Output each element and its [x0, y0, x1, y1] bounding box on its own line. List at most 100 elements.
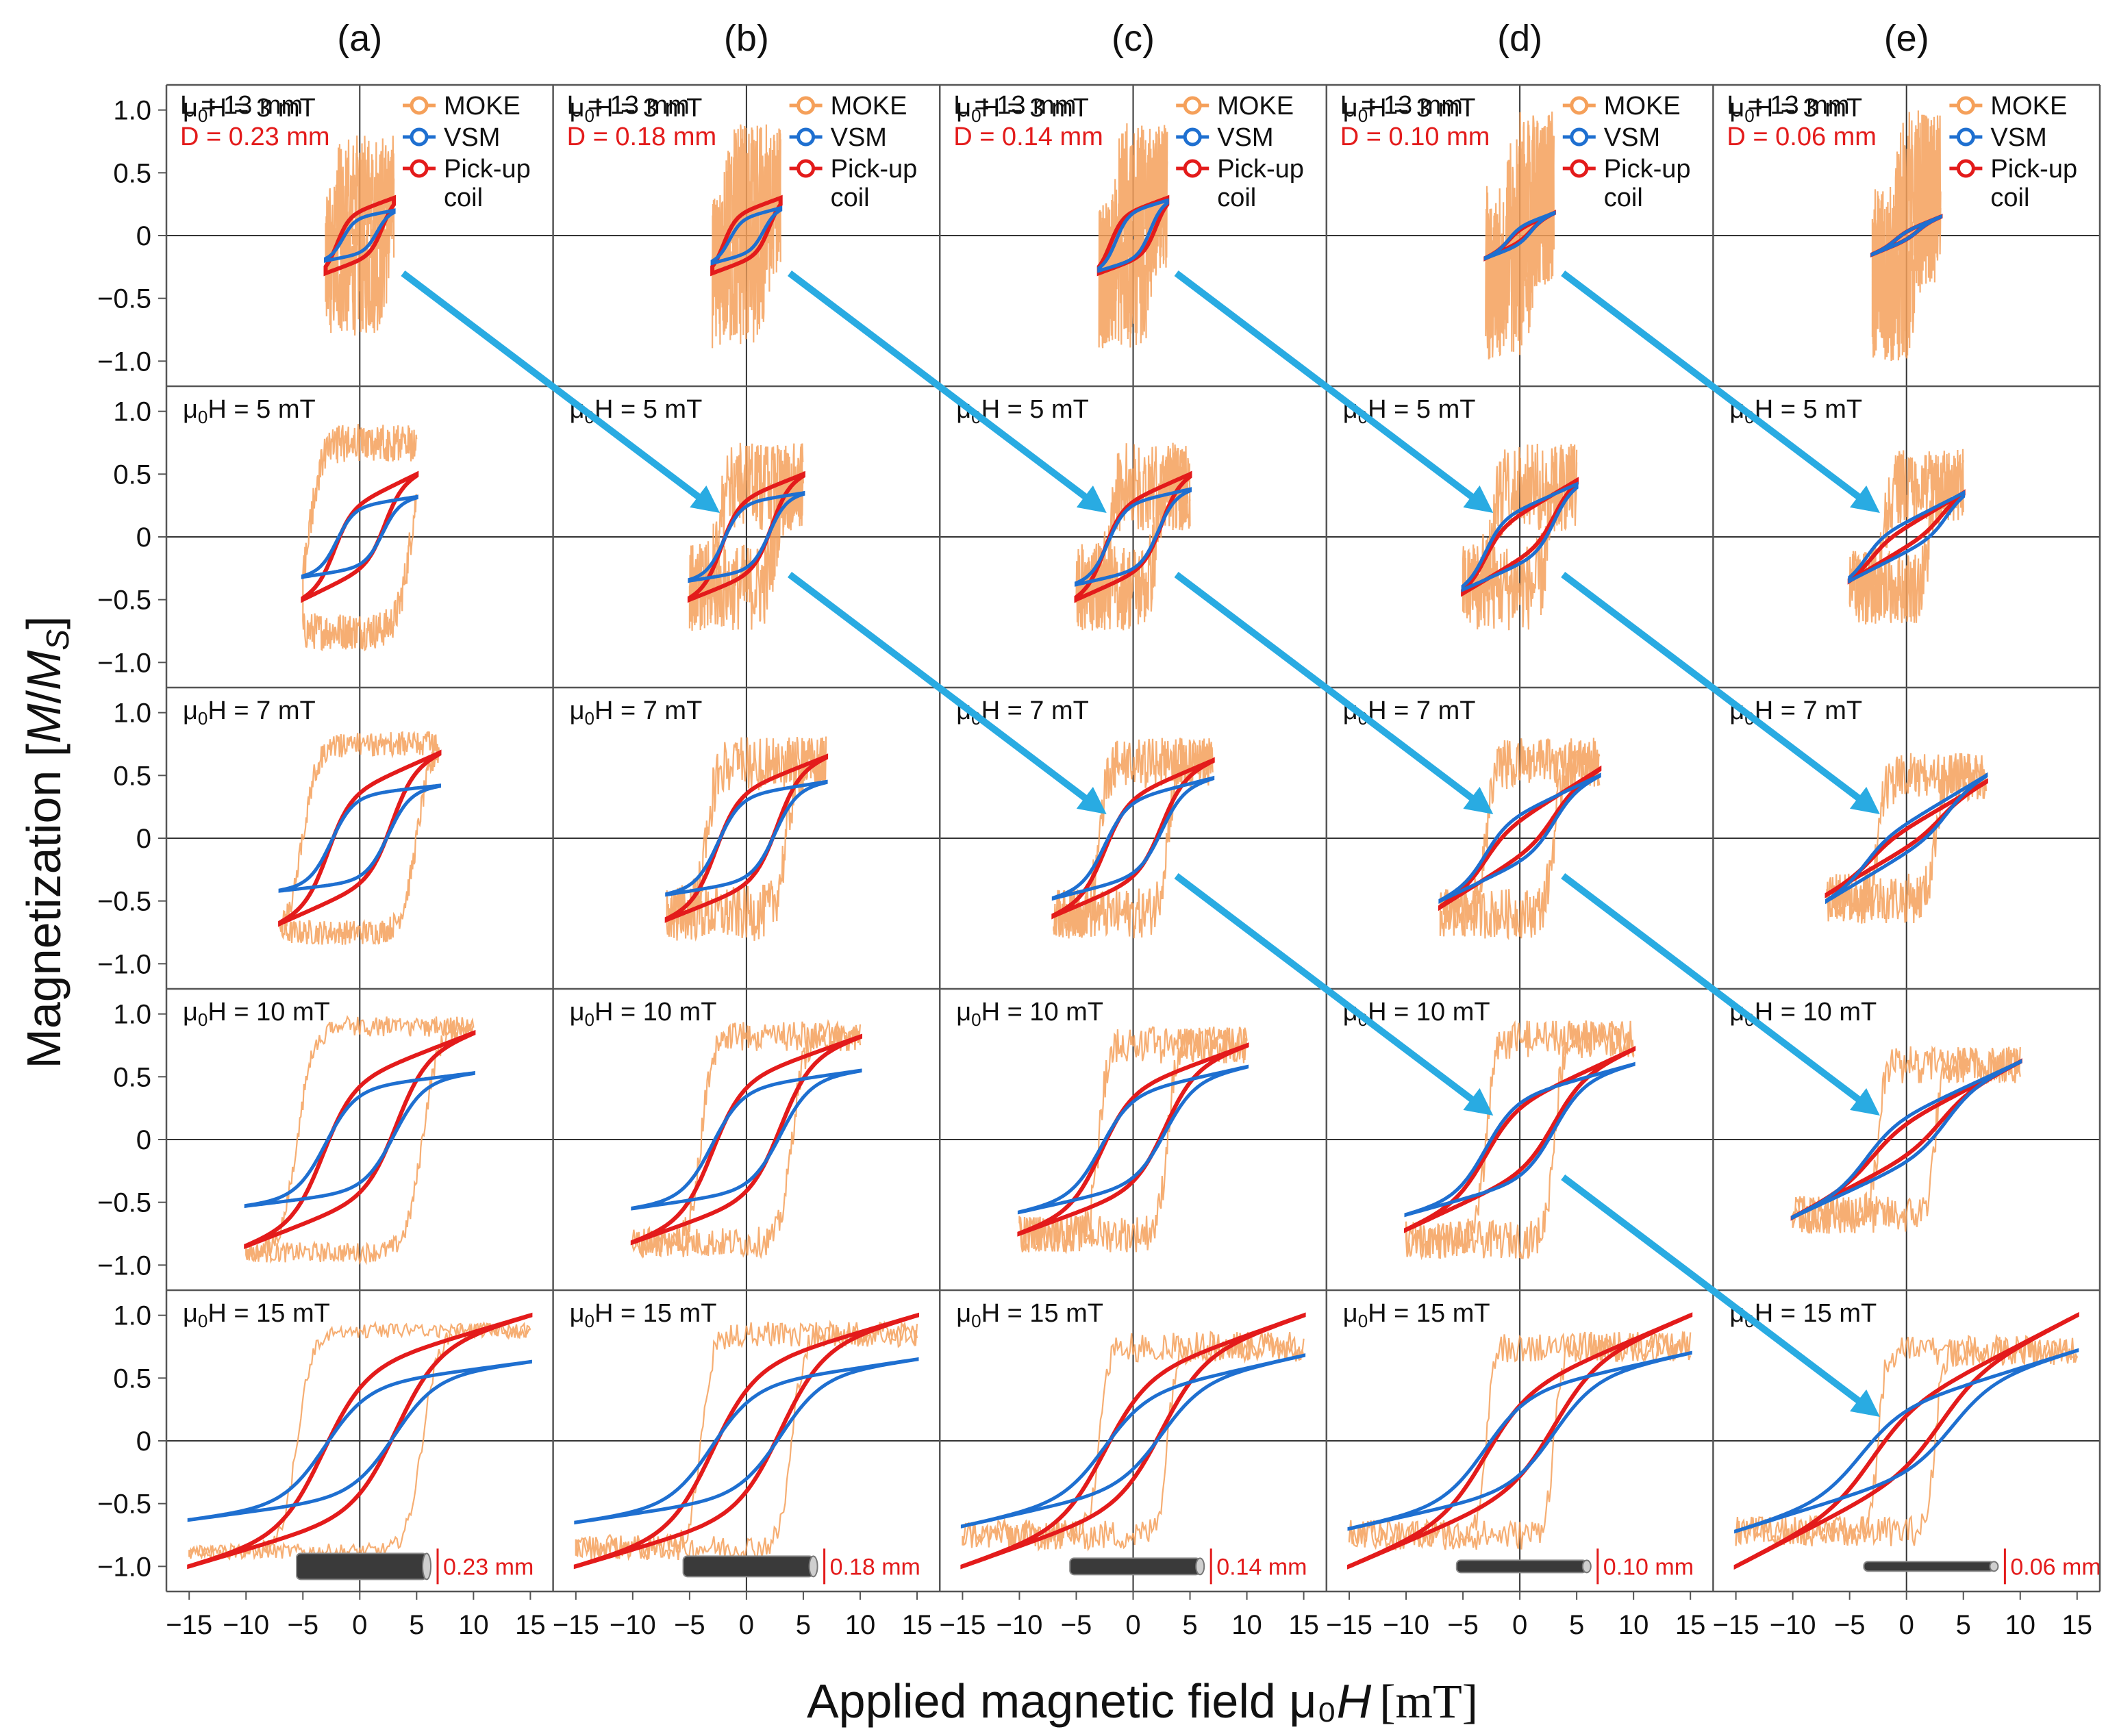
diameter-label: D = 0.18 mm [567, 123, 717, 151]
moke-series [1848, 449, 1964, 625]
field-label-rest: H = 7 mT [981, 696, 1089, 725]
legend-label: Pick-up [831, 155, 918, 184]
field-label-rest: H = 5 mT [981, 395, 1089, 424]
field-label-rest: H = 5 mT [594, 395, 702, 424]
vsm-series [1438, 772, 1601, 904]
wire-body [1863, 1561, 1995, 1572]
field-label-mu: μ [183, 696, 198, 725]
x-tick-label: 10 [2005, 1610, 2036, 1640]
wire-end [1195, 1557, 1205, 1576]
legend-label: MOKE [444, 92, 521, 121]
moke-series [245, 1015, 475, 1266]
subplot: μ0H = 15 mT [553, 1290, 940, 1592]
subplot-curves [630, 1018, 862, 1259]
subplot-curves [1017, 1026, 1249, 1255]
field-label: μ0H = 3 mT [956, 94, 1089, 126]
vsm-series [688, 490, 805, 583]
y-tick-label: 1.0 [113, 1301, 151, 1331]
field-label: μ0H = 3 mT [183, 94, 316, 126]
legend-marker [797, 96, 816, 115]
wire-body [296, 1552, 427, 1581]
field-label-rest: H = 15 mT [1755, 1299, 1877, 1328]
y-tick-label: 0.5 [113, 1363, 151, 1394]
subplot-curves [1074, 442, 1192, 631]
subplot: μ0H = 10 mT [940, 989, 1327, 1290]
vsm-series [1017, 1064, 1249, 1215]
wire-diameter-label: 0.18 mm [830, 1554, 920, 1580]
subplot-curves [1870, 110, 1943, 362]
wire-diameter-label: 0.06 mm [2010, 1554, 2101, 1580]
field-label-mu: μ [570, 696, 585, 725]
field-label-rest: H = 5 mT [208, 395, 315, 424]
field-label-rest: H = 10 mT [1368, 998, 1490, 1027]
subplot: μ0H = 7 mT [166, 688, 553, 989]
legend-marker [797, 159, 816, 178]
x-tick-label: 5 [1182, 1610, 1197, 1640]
transition-arrow [787, 572, 1107, 815]
y-tick-label: −0.5 [97, 1489, 151, 1520]
wire-illustration: 0.14 mm [1069, 1548, 1307, 1585]
subplot: μ0H = 15 mT [1326, 1290, 1714, 1592]
field-label-rest: H = 7 mT [208, 696, 315, 725]
vsm-series [1075, 487, 1192, 587]
field-label-sub: 0 [198, 708, 208, 729]
subplot: μ0H = 10 mT [1713, 989, 2100, 1290]
wire-diameter-label: 0.23 mm [443, 1554, 534, 1580]
y-tick-label: 0.5 [113, 761, 151, 791]
y-tick-label: 0.5 [113, 158, 151, 188]
y-tick-label: 1.0 [113, 1000, 151, 1030]
field-label-rest: H = 15 mT [594, 1299, 716, 1328]
y-tick-label: 1.0 [113, 96, 151, 126]
x-tick-label: 10 [1618, 1610, 1649, 1640]
field-label-rest: H = 10 mT [1755, 998, 1877, 1027]
subplot-curves [1825, 753, 1988, 924]
legend-label: MOKE [1990, 92, 2067, 121]
subplot: μ0H = 3 mT [940, 85, 1327, 386]
legend-marker [1183, 127, 1202, 147]
moke-series [962, 1331, 1305, 1552]
subplot: μ0H = 3 mT [1713, 85, 2100, 386]
y-tick-label: −1.0 [97, 1250, 151, 1281]
wire-body [682, 1555, 814, 1578]
pickup-coil-series [573, 1312, 919, 1570]
field-label-sub: 0 [1744, 105, 1754, 126]
vsm-series [244, 1070, 475, 1209]
wire-illustration: 0.06 mm [1863, 1548, 2101, 1585]
field-label-rest: H = 5 mT [1368, 395, 1475, 424]
legend-marker [1570, 159, 1589, 178]
subplot: μ0H = 10 mT [553, 989, 940, 1290]
y-tick-label: 0.5 [113, 1062, 151, 1092]
length-label: L = 13 mm [1340, 91, 1463, 120]
transition-arrow [1561, 1174, 1880, 1418]
vsm-series [960, 1353, 1306, 1529]
x-axis-label: Applied magnetic field μ₀H [mT] [807, 1674, 1478, 1728]
vsm-series [574, 1357, 919, 1525]
field-label-rest: H = 7 mT [1368, 696, 1475, 725]
x-tick-label: −10 [610, 1610, 656, 1640]
legend-marker [1570, 127, 1589, 147]
length-label: L = 13 mm [1727, 91, 1849, 120]
field-label: μ0H = 10 mT [570, 998, 717, 1030]
transition-arrow [1174, 873, 1494, 1116]
y-axis-label: Magnetization [M/MS] [17, 616, 75, 1069]
x-tick-label: 0 [739, 1610, 754, 1640]
field-label-rest: H = 3 mT [594, 94, 702, 123]
x-tick-label: 10 [458, 1610, 489, 1640]
subplot-curves [1438, 738, 1602, 940]
field-label: μ0H = 3 mT [1343, 94, 1476, 126]
field-label-sub: 0 [585, 105, 594, 126]
y-axis-label-suffix: ] [17, 616, 71, 629]
vsm-series [1734, 1348, 2079, 1534]
legend-label: VSM [1990, 123, 2046, 152]
field-label-mu: μ [183, 1299, 198, 1328]
x-tick-label: 15 [2062, 1610, 2093, 1640]
subplot-curves [244, 1015, 476, 1266]
pickup-coil-series [960, 1312, 1306, 1570]
field-label-rest: H = 7 mT [594, 696, 702, 725]
x-tick-label: −5 [1447, 1610, 1479, 1640]
pickup-coil-series [1733, 1311, 2079, 1570]
subplot-curves [1096, 123, 1170, 349]
moke-series [1792, 1045, 2021, 1234]
field-label-mu: μ [183, 94, 198, 123]
